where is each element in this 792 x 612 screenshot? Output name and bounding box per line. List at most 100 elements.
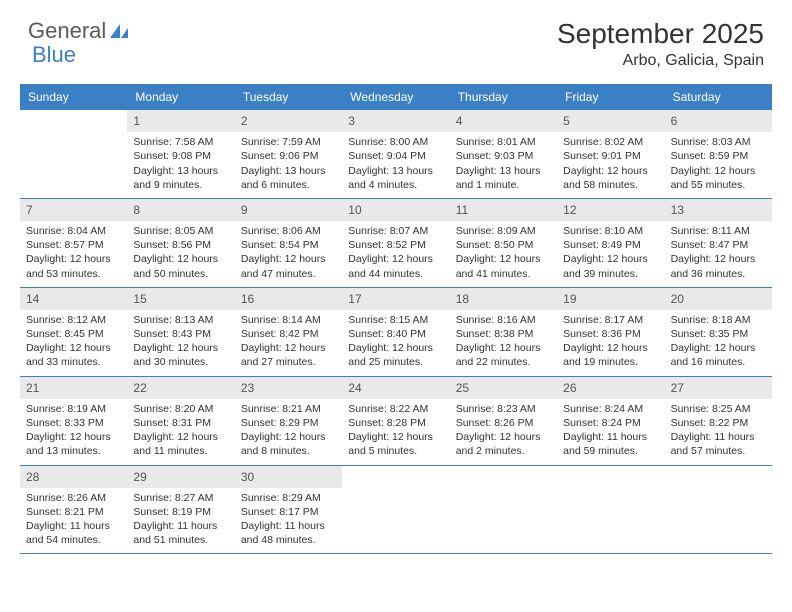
daylight-text: Daylight: 12 hours and 8 minutes. xyxy=(241,430,336,458)
day-cell: 15Sunrise: 8:13 AMSunset: 8:43 PMDayligh… xyxy=(127,288,234,376)
daylight-text: Daylight: 12 hours and 58 minutes. xyxy=(563,164,658,192)
day-number: 24 xyxy=(342,377,449,399)
empty-cell xyxy=(20,110,127,198)
day-cell: 25Sunrise: 8:23 AMSunset: 8:26 PMDayligh… xyxy=(450,377,557,465)
day-number: 15 xyxy=(127,288,234,310)
day-cell: 27Sunrise: 8:25 AMSunset: 8:22 PMDayligh… xyxy=(665,377,772,465)
month-title: September 2025 xyxy=(557,18,764,50)
daylight-text: Daylight: 12 hours and 25 minutes. xyxy=(348,341,443,369)
sunrise-text: Sunrise: 8:10 AM xyxy=(563,224,658,238)
logo: General xyxy=(28,18,130,44)
header: General September 2025 Arbo, Galicia, Sp… xyxy=(0,0,792,78)
empty-cell xyxy=(450,466,557,554)
sunset-text: Sunset: 8:42 PM xyxy=(241,327,336,341)
day-number: 18 xyxy=(450,288,557,310)
sunset-text: Sunset: 9:06 PM xyxy=(241,149,336,163)
daylight-text: Daylight: 12 hours and 55 minutes. xyxy=(671,164,766,192)
sunset-text: Sunset: 8:29 PM xyxy=(241,416,336,430)
daylight-text: Daylight: 12 hours and 11 minutes. xyxy=(133,430,228,458)
daylight-text: Daylight: 12 hours and 22 minutes. xyxy=(456,341,551,369)
sunrise-text: Sunrise: 8:05 AM xyxy=(133,224,228,238)
day-cell: 28Sunrise: 8:26 AMSunset: 8:21 PMDayligh… xyxy=(20,466,127,554)
day-number: 29 xyxy=(127,466,234,488)
sunset-text: Sunset: 8:40 PM xyxy=(348,327,443,341)
sunrise-text: Sunrise: 8:06 AM xyxy=(241,224,336,238)
day-number: 17 xyxy=(342,288,449,310)
sunset-text: Sunset: 8:45 PM xyxy=(26,327,121,341)
week-row: 14Sunrise: 8:12 AMSunset: 8:45 PMDayligh… xyxy=(20,288,772,377)
weekday-label: Tuesday xyxy=(235,84,342,110)
empty-cell xyxy=(342,466,449,554)
day-number: 22 xyxy=(127,377,234,399)
day-number: 3 xyxy=(342,110,449,132)
day-number: 19 xyxy=(557,288,664,310)
day-cell: 21Sunrise: 8:19 AMSunset: 8:33 PMDayligh… xyxy=(20,377,127,465)
sunset-text: Sunset: 8:56 PM xyxy=(133,238,228,252)
logo-sail-icon xyxy=(108,22,130,40)
daylight-text: Daylight: 12 hours and 33 minutes. xyxy=(26,341,121,369)
sunrise-text: Sunrise: 8:24 AM xyxy=(563,402,658,416)
sunrise-text: Sunrise: 7:58 AM xyxy=(133,135,228,149)
daylight-text: Daylight: 13 hours and 4 minutes. xyxy=(348,164,443,192)
day-number: 4 xyxy=(450,110,557,132)
day-cell: 22Sunrise: 8:20 AMSunset: 8:31 PMDayligh… xyxy=(127,377,234,465)
day-cell: 23Sunrise: 8:21 AMSunset: 8:29 PMDayligh… xyxy=(235,377,342,465)
day-number: 16 xyxy=(235,288,342,310)
sunrise-text: Sunrise: 8:18 AM xyxy=(671,313,766,327)
day-cell: 12Sunrise: 8:10 AMSunset: 8:49 PMDayligh… xyxy=(557,199,664,287)
daylight-text: Daylight: 11 hours and 59 minutes. xyxy=(563,430,658,458)
sunset-text: Sunset: 9:04 PM xyxy=(348,149,443,163)
day-cell: 4Sunrise: 8:01 AMSunset: 9:03 PMDaylight… xyxy=(450,110,557,198)
sunrise-text: Sunrise: 8:26 AM xyxy=(26,491,121,505)
day-cell: 24Sunrise: 8:22 AMSunset: 8:28 PMDayligh… xyxy=(342,377,449,465)
sunset-text: Sunset: 8:24 PM xyxy=(563,416,658,430)
sunset-text: Sunset: 8:47 PM xyxy=(671,238,766,252)
weekday-header: SundayMondayTuesdayWednesdayThursdayFrid… xyxy=(20,84,772,110)
day-number: 11 xyxy=(450,199,557,221)
day-number: 10 xyxy=(342,199,449,221)
day-cell: 19Sunrise: 8:17 AMSunset: 8:36 PMDayligh… xyxy=(557,288,664,376)
day-number: 5 xyxy=(557,110,664,132)
weekday-label: Monday xyxy=(127,84,234,110)
sunset-text: Sunset: 8:33 PM xyxy=(26,416,121,430)
logo-text-a: General xyxy=(28,18,106,44)
sunrise-text: Sunrise: 8:19 AM xyxy=(26,402,121,416)
sunrise-text: Sunrise: 7:59 AM xyxy=(241,135,336,149)
day-cell: 3Sunrise: 8:00 AMSunset: 9:04 PMDaylight… xyxy=(342,110,449,198)
day-cell: 13Sunrise: 8:11 AMSunset: 8:47 PMDayligh… xyxy=(665,199,772,287)
day-cell: 20Sunrise: 8:18 AMSunset: 8:35 PMDayligh… xyxy=(665,288,772,376)
day-cell: 8Sunrise: 8:05 AMSunset: 8:56 PMDaylight… xyxy=(127,199,234,287)
sunrise-text: Sunrise: 8:07 AM xyxy=(348,224,443,238)
day-number: 13 xyxy=(665,199,772,221)
sunset-text: Sunset: 8:52 PM xyxy=(348,238,443,252)
daylight-text: Daylight: 12 hours and 53 minutes. xyxy=(26,252,121,280)
sunset-text: Sunset: 8:26 PM xyxy=(456,416,551,430)
day-number: 6 xyxy=(665,110,772,132)
weekday-label: Thursday xyxy=(450,84,557,110)
daylight-text: Daylight: 12 hours and 39 minutes. xyxy=(563,252,658,280)
daylight-text: Daylight: 12 hours and 47 minutes. xyxy=(241,252,336,280)
sunrise-text: Sunrise: 8:01 AM xyxy=(456,135,551,149)
day-number: 27 xyxy=(665,377,772,399)
week-row: 21Sunrise: 8:19 AMSunset: 8:33 PMDayligh… xyxy=(20,377,772,466)
sunrise-text: Sunrise: 8:21 AM xyxy=(241,402,336,416)
sunrise-text: Sunrise: 8:23 AM xyxy=(456,402,551,416)
weekday-label: Sunday xyxy=(20,84,127,110)
sunrise-text: Sunrise: 8:25 AM xyxy=(671,402,766,416)
sunset-text: Sunset: 8:31 PM xyxy=(133,416,228,430)
day-cell: 29Sunrise: 8:27 AMSunset: 8:19 PMDayligh… xyxy=(127,466,234,554)
logo-text-b: Blue xyxy=(32,42,76,68)
weekday-label: Saturday xyxy=(665,84,772,110)
day-cell: 17Sunrise: 8:15 AMSunset: 8:40 PMDayligh… xyxy=(342,288,449,376)
day-cell: 7Sunrise: 8:04 AMSunset: 8:57 PMDaylight… xyxy=(20,199,127,287)
daylight-text: Daylight: 12 hours and 36 minutes. xyxy=(671,252,766,280)
sunset-text: Sunset: 8:19 PM xyxy=(133,505,228,519)
sunset-text: Sunset: 8:28 PM xyxy=(348,416,443,430)
sunset-text: Sunset: 8:43 PM xyxy=(133,327,228,341)
day-cell: 6Sunrise: 8:03 AMSunset: 8:59 PMDaylight… xyxy=(665,110,772,198)
empty-cell xyxy=(557,466,664,554)
day-cell: 5Sunrise: 8:02 AMSunset: 9:01 PMDaylight… xyxy=(557,110,664,198)
sunrise-text: Sunrise: 8:13 AM xyxy=(133,313,228,327)
day-number: 7 xyxy=(20,199,127,221)
daylight-text: Daylight: 12 hours and 50 minutes. xyxy=(133,252,228,280)
